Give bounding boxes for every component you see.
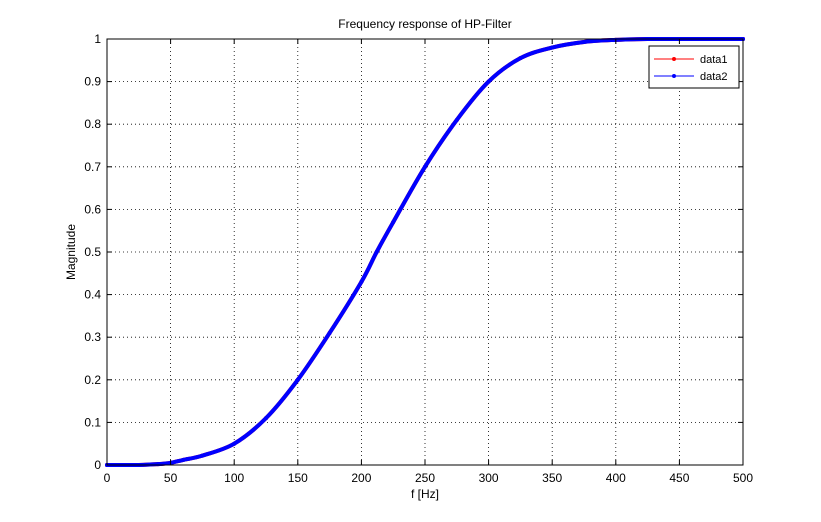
y-tick-label: 0	[94, 458, 101, 472]
data-point-data2	[582, 39, 586, 44]
legend-marker-data1	[672, 57, 676, 61]
legend-label-data2: data2	[700, 71, 728, 83]
y-tick-label: 0.6	[84, 202, 101, 216]
x-tick-label: 100	[224, 471, 244, 485]
data-point-data2	[486, 79, 491, 84]
data-point-data2	[391, 220, 396, 225]
data-point-data2	[155, 462, 160, 467]
y-tick-label: 1	[94, 32, 101, 46]
data-point-data2	[454, 117, 459, 122]
data-point-data2	[181, 457, 186, 462]
y-tick-label: 0.2	[84, 373, 101, 387]
data-point-data2	[423, 164, 427, 169]
y-axis-label: Magnitude	[64, 224, 78, 280]
legend-box	[648, 45, 740, 89]
chart-title: Frequency response of HP-Filter	[338, 17, 511, 31]
x-tick-label: 300	[479, 471, 499, 485]
x-tick-label: 0	[104, 471, 111, 485]
grid	[107, 39, 743, 465]
data-point-data2	[550, 45, 555, 50]
data-point-data2	[200, 453, 205, 458]
ticks: 0 50 100 150 200 250 300 350 400 450 500 0 0.1 0.2 0.3…	[84, 32, 753, 485]
legend-label-data1: data1	[700, 54, 728, 66]
y-tick-label: 0.1	[84, 415, 101, 429]
x-tick-label: 200	[351, 471, 371, 485]
x-axis-label: f [Hz]	[411, 487, 439, 501]
y-tick-label: 0.8	[84, 117, 101, 131]
x-tick-label: 350	[542, 471, 562, 485]
legend: data1 data2	[648, 45, 740, 89]
data-point-data2	[518, 56, 523, 61]
x-tick-label: 150	[288, 471, 308, 485]
data-point-data2	[359, 279, 364, 284]
x-tick-label: 50	[164, 471, 178, 485]
y-tick-label: 0.4	[84, 288, 101, 302]
y-tick-label: 0.5	[84, 245, 101, 259]
series-layer	[105, 36, 745, 468]
legend-marker-data2	[672, 74, 676, 78]
x-tick-label: 250	[415, 471, 435, 485]
x-tick-label: 500	[733, 471, 753, 485]
x-tick-label: 450	[669, 471, 689, 485]
y-tick-label: 0.3	[84, 330, 101, 344]
data-point-data2	[327, 330, 332, 335]
x-tick-label: 400	[606, 471, 626, 485]
data-point-data2	[374, 250, 379, 254]
y-tick-label: 0.7	[84, 160, 101, 174]
data-point-data2	[264, 416, 268, 421]
y-tick-label: 0.9	[84, 75, 101, 89]
data-point-data2	[232, 441, 237, 446]
data-point-data2	[295, 377, 300, 382]
